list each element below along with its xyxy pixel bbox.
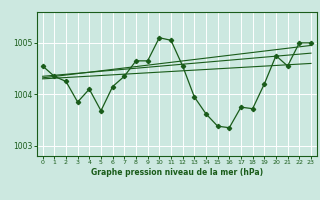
X-axis label: Graphe pression niveau de la mer (hPa): Graphe pression niveau de la mer (hPa) <box>91 168 263 177</box>
